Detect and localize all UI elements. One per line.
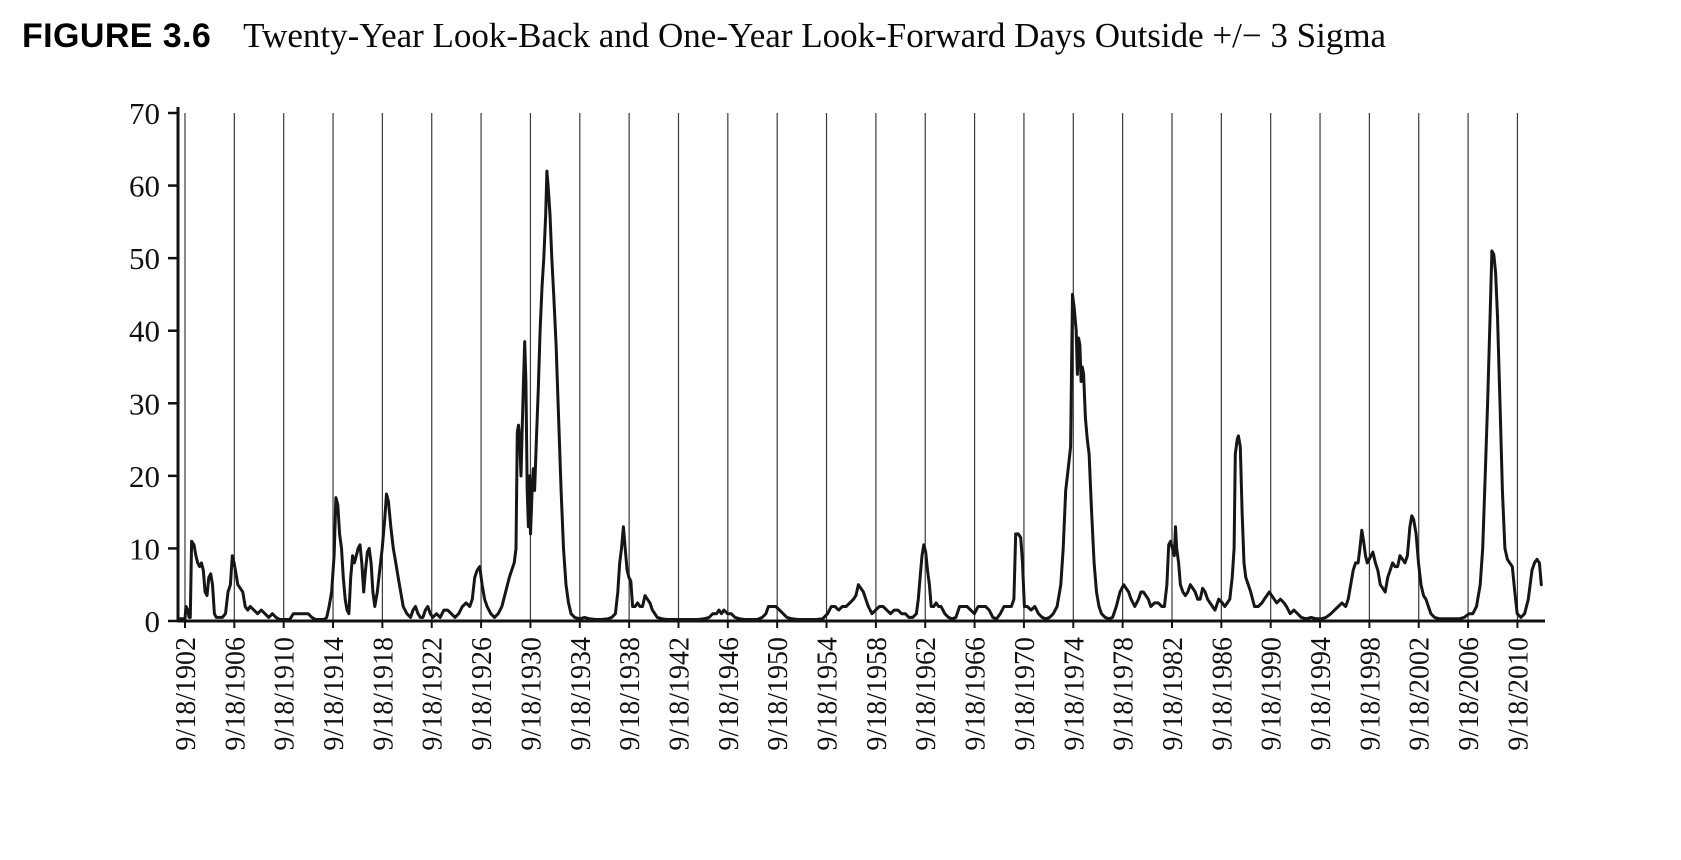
x-tick-label: 9/18/1926 (467, 637, 498, 751)
y-tick-label: 40 (129, 314, 160, 349)
figure-title: Twenty-Year Look-Back and One-Year Look-… (243, 16, 1387, 55)
figure-caption: FIGURE 3.6 Twenty-Year Look-Back and One… (0, 0, 1681, 56)
x-tick-label: 9/18/1902 (171, 637, 202, 751)
grid-lines (184, 113, 1519, 621)
data-line (177, 169, 1543, 621)
y-tick-label: 70 (129, 96, 160, 131)
x-tick-label: 9/18/1930 (516, 637, 547, 751)
x-tick-label: 9/18/1942 (664, 637, 695, 751)
y-tick-label: 50 (129, 241, 160, 276)
y-tick-label: 60 (129, 169, 160, 204)
x-tick-label: 9/18/1922 (418, 637, 449, 751)
x-tick-label: 9/18/1998 (1355, 637, 1386, 751)
x-tick-label: 9/18/1958 (862, 637, 893, 751)
x-tick-label: 9/18/1994 (1306, 637, 1337, 751)
chart-area: 0 10 20 30 40 50 60 70 9/18/1902 9/18/1906 9/18/19… (0, 56, 1681, 851)
x-tick-label: 9/18/1906 (220, 637, 251, 751)
x-tick-label: 9/18/2006 (1454, 637, 1485, 751)
x-tick-label: 9/18/1986 (1207, 637, 1238, 751)
y-tick-label: 10 (129, 531, 160, 566)
x-axis: 9/18/1902 9/18/1906 9/18/1910 9/18/1914 9/18… (171, 621, 1534, 751)
x-tick-label: 9/18/1946 (714, 637, 745, 751)
x-tick-label: 9/18/2010 (1503, 637, 1534, 751)
y-tick-label: 30 (129, 386, 160, 421)
x-tick-label: 9/18/2002 (1405, 637, 1436, 751)
x-tick-label: 9/18/1938 (615, 637, 646, 751)
x-tick-label: 9/18/1978 (1109, 637, 1140, 751)
axes (176, 107, 1545, 623)
x-tick-label: 9/18/1962 (911, 637, 942, 751)
figure-label: FIGURE 3.6 (22, 17, 212, 55)
x-tick-label: 9/18/1970 (1010, 637, 1041, 751)
x-tick-label: 9/18/1990 (1257, 637, 1288, 751)
y-tick-label: 0 (145, 604, 161, 639)
x-tick-label: 9/18/1974 (1059, 637, 1090, 751)
x-tick-label: 9/18/1914 (319, 637, 350, 751)
y-tick-label: 20 (129, 459, 160, 494)
x-tick-label: 9/18/1954 (813, 637, 844, 751)
x-tick-label: 9/18/1950 (763, 637, 794, 751)
x-tick-label: 9/18/1966 (961, 637, 992, 751)
x-tick-label: 9/18/1934 (566, 637, 597, 751)
y-axis: 0 10 20 30 40 50 60 70 (129, 96, 178, 639)
x-tick-label: 9/18/1982 (1158, 637, 1189, 751)
x-tick-label: 9/18/1918 (368, 637, 399, 751)
x-tick-label: 9/18/1910 (270, 637, 301, 751)
